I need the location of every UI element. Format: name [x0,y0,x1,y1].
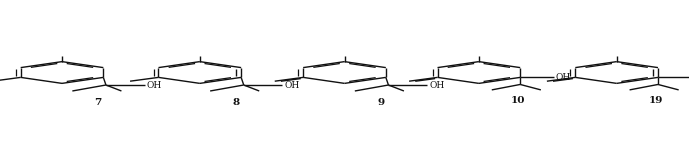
Text: 19: 19 [648,96,663,105]
Text: OH: OH [285,80,300,89]
Text: 9: 9 [377,97,384,107]
Text: OH: OH [147,80,162,89]
Text: 7: 7 [94,97,102,107]
Text: OH: OH [556,73,571,82]
Text: 10: 10 [511,96,525,105]
Text: 8: 8 [232,97,240,107]
Text: OH: OH [429,80,444,89]
